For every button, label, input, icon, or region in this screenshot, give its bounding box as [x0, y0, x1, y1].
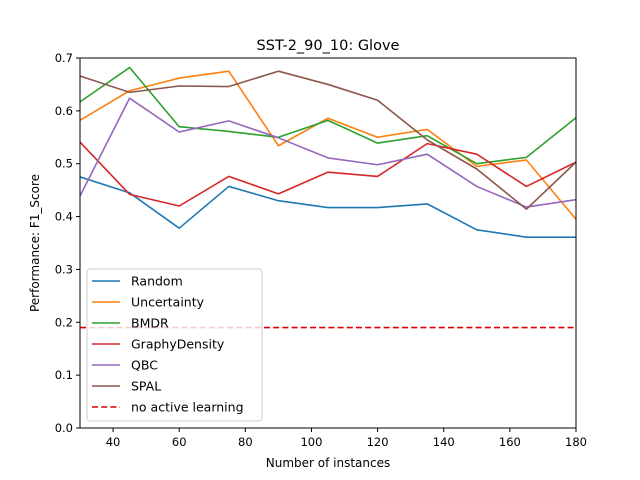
y-tick-label-2: 0.2 — [55, 315, 73, 329]
legend-label-4: QBC — [131, 358, 158, 373]
series-layer — [79, 66, 577, 329]
legend-label-1: Uncertainty — [131, 295, 205, 310]
x-tick-label-4: 120 — [367, 435, 389, 449]
x-tick-label-6: 160 — [499, 435, 521, 449]
legend-label-0: Random — [131, 274, 183, 289]
y-tick-label-3: 0.3 — [55, 262, 73, 276]
y-tick-label-1: 0.1 — [55, 368, 73, 382]
series-line-2 — [79, 66, 577, 165]
y-tick-label-5: 0.5 — [55, 157, 73, 171]
x-tick-label-5: 140 — [433, 435, 455, 449]
x-tick-label-7: 180 — [565, 435, 587, 449]
legend: Random Uncertainty BMDR GraphyDensity QBC SPA… — [86, 268, 263, 422]
x-tick-label-1: 60 — [172, 435, 187, 449]
legend-label-2: BMDR — [131, 316, 169, 331]
x-tick-label-3: 100 — [300, 435, 322, 449]
legend-label-3: GraphyDensity — [131, 337, 225, 352]
plot-frame — [79, 57, 577, 429]
legend-label-5: SPAL — [131, 379, 161, 394]
chart-title: SST-2_90_10: Glove — [257, 38, 400, 54]
x-tick-label-0: 40 — [106, 435, 121, 449]
legend-box — [86, 268, 263, 422]
x-tick-label-2: 80 — [238, 435, 253, 449]
y-tick-label-0: 0.0 — [55, 421, 73, 435]
x-axis-ticks: 40 60 80 100 120 140 160 180 — [106, 428, 587, 449]
series-line-0 — [79, 176, 576, 238]
y-tick-label-7: 0.7 — [55, 51, 73, 65]
series-line-4 — [79, 97, 577, 208]
series-line-5 — [79, 70, 577, 210]
x-axis-label: Number of instances — [266, 456, 391, 470]
y-axis-ticks: 0.0 0.1 0.2 0.3 0.4 0.5 0.6 0.7 — [55, 51, 80, 435]
legend-label-6: no active learning — [131, 400, 244, 415]
y-tick-label-4: 0.4 — [55, 210, 73, 224]
series-line-3 — [79, 141, 577, 207]
y-axis-label: Performance: F1_Score — [28, 174, 42, 312]
y-tick-label-6: 0.6 — [55, 104, 73, 118]
